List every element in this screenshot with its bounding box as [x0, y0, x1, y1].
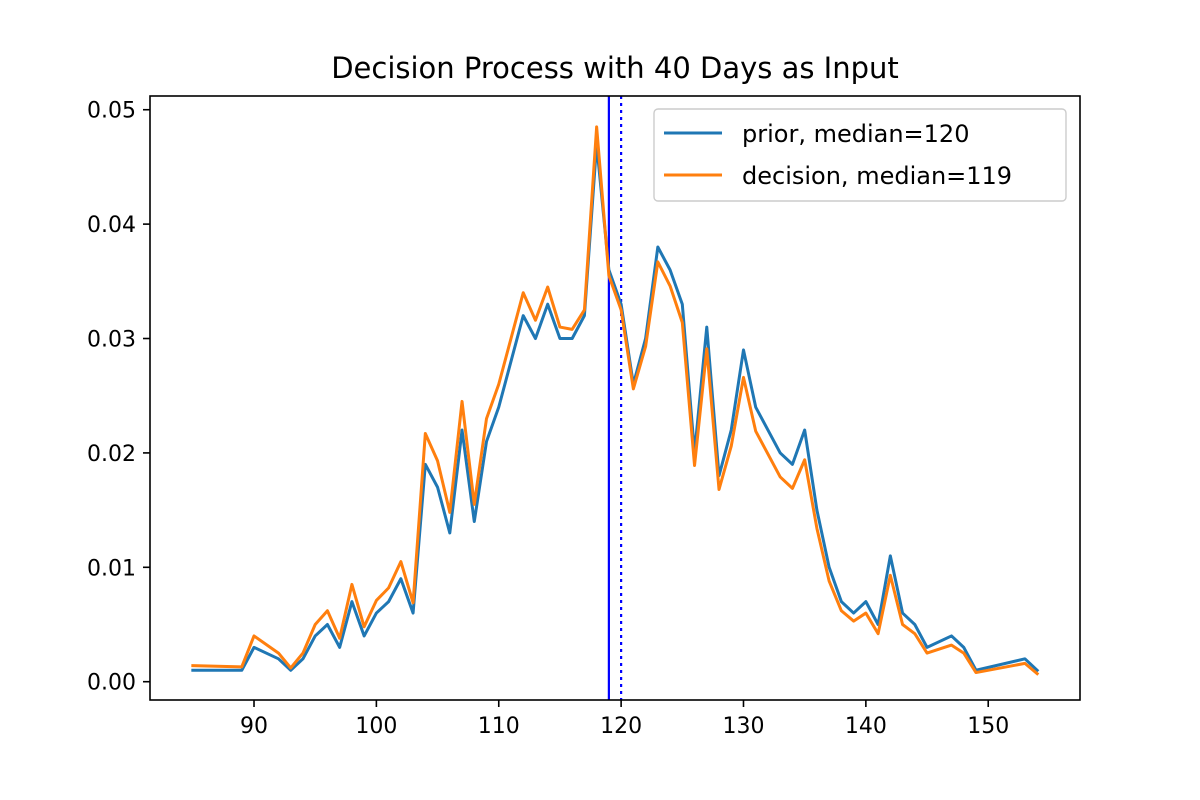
x-tick-label-120: 120 [600, 714, 642, 739]
x-tick-label-110: 110 [478, 714, 520, 739]
axes: 90 100 110 120 130 140 150 0.00 0.01 0.02 0.03 0.04… [87, 95, 1081, 739]
y-tick-label-2: 0.02 [87, 442, 136, 467]
y-tick-label-0: 0.00 [87, 671, 136, 696]
plot-area [191, 96, 1040, 700]
x-tick-label-150: 150 [967, 714, 1009, 739]
axes-frame [149, 95, 1081, 701]
x-tick-label-100: 100 [355, 714, 397, 739]
x-tick-label-90: 90 [240, 714, 268, 739]
x-tick-label-140: 140 [845, 714, 887, 739]
series-line-decision [191, 125, 1040, 676]
y-tick-label-5: 0.05 [87, 99, 136, 124]
chart-title: Decision Process with 40 Days as Input [331, 51, 899, 85]
y-tick-label-4: 0.04 [87, 213, 136, 238]
legend-label-prior: prior, median=120 [742, 120, 969, 148]
legend: prior, median=120 decision, median=119 [653, 108, 1067, 202]
legend-label-decision: decision, median=119 [742, 162, 1012, 190]
legend-box [653, 108, 1067, 202]
y-tick-label-1: 0.01 [87, 556, 136, 581]
series-line-prior [191, 142, 1040, 673]
y-tick-label-3: 0.03 [87, 328, 136, 353]
plot-content [191, 96, 1040, 700]
x-tick-label-130: 130 [722, 714, 764, 739]
